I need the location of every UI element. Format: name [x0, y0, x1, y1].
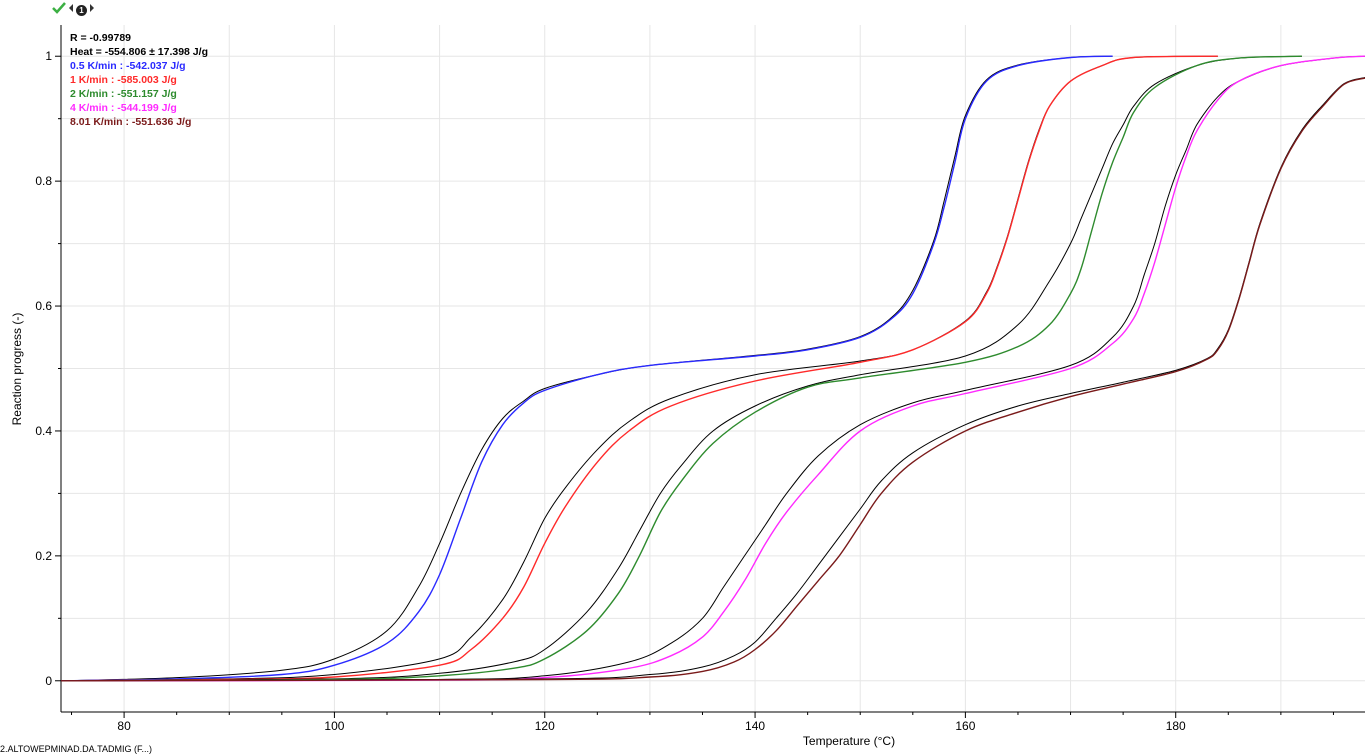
legend-entry-2k: 2 K/min : -551.157 J/g: [70, 88, 177, 100]
model-line-3: [60, 55, 1365, 682]
y-tick-label: 0.6: [35, 299, 52, 313]
x-tick-label: 120: [535, 719, 555, 733]
r-value-label: R = -0.99789: [70, 32, 132, 44]
model-line-2: [60, 55, 1302, 682]
y-tick-label: 0.8: [35, 174, 52, 188]
series-line-1: [60, 55, 1218, 682]
legend-entry-0.5k: 0.5 K/min : -542.037 J/g: [70, 60, 186, 72]
x-tick-label: 140: [745, 719, 765, 733]
check-icon[interactable]: [52, 1, 66, 19]
legend-entry-8k: 8.01 K/min : -551.636 J/g: [70, 116, 192, 128]
y-tick-label: 0.2: [35, 549, 52, 563]
series-line-2: [60, 55, 1302, 682]
y-tick-label: 0.4: [35, 424, 52, 438]
x-tick-label: 160: [955, 719, 975, 733]
heat-value-label: Heat = -554.806 ± 17.398 J/g: [70, 46, 208, 58]
series-line-3: [60, 55, 1365, 682]
series-line-0: [60, 55, 1113, 682]
prev-icon[interactable]: [68, 1, 74, 19]
series-line-4: [60, 77, 1365, 682]
y-tick-label: 1: [45, 49, 52, 63]
legend-entry-1k: 1 K/min : -585.003 J/g: [70, 74, 177, 86]
badge-icon: 1: [76, 4, 87, 16]
x-tick-label: 180: [1166, 719, 1186, 733]
bottom-note: 2.ALTOWEPMINAD.DA.TADMIG (F...): [0, 744, 153, 754]
axes: 80 100 120 140 160 180 0 0.2 0.4 0.6 0.8 1: [35, 25, 1365, 733]
grid-lines: [61, 25, 1365, 712]
chart-toolbar: 1: [52, 2, 95, 18]
legend-entry-4k: 4 K/min : -544.199 J/g: [70, 102, 177, 114]
series-layer: [60, 55, 1365, 682]
model-line-4: [60, 77, 1365, 682]
x-tick-label: 100: [324, 719, 344, 733]
x-axis-label: Temperature (°C): [803, 734, 895, 748]
y-axis-label: Reaction progress (-): [10, 313, 24, 426]
next-icon[interactable]: [89, 1, 95, 19]
x-tick-label: 80: [117, 719, 131, 733]
y-tick-label: 0: [45, 674, 52, 688]
stats-legend: R = -0.99789 Heat = -554.806 ± 17.398 J/…: [70, 31, 208, 129]
